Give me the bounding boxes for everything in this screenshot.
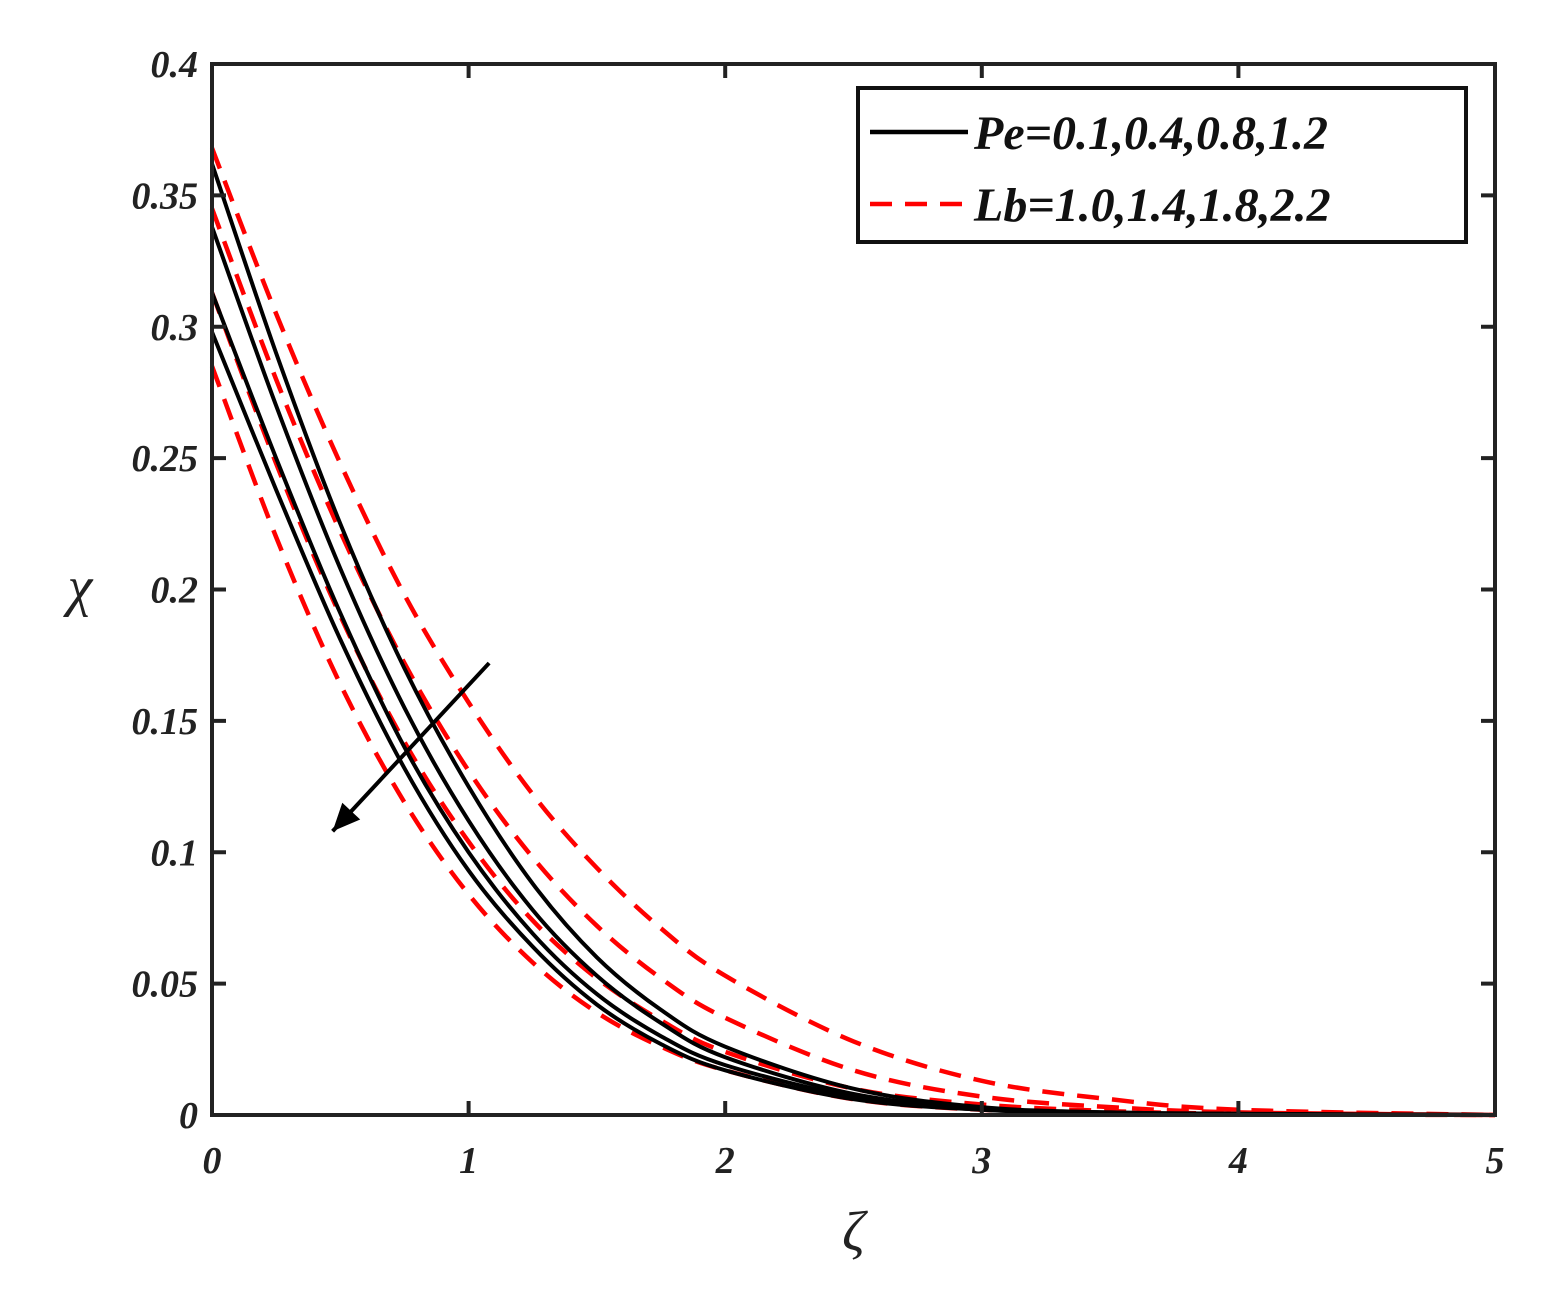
y-tick-label: 0.15 xyxy=(132,701,199,743)
y-tick-label: 0.2 xyxy=(151,570,199,612)
x-tick-label: 5 xyxy=(1486,1140,1505,1182)
x-tick-label: 4 xyxy=(1228,1140,1248,1182)
arrow-head xyxy=(332,802,361,832)
legend-box xyxy=(856,86,1468,244)
y-tick-label: 0.05 xyxy=(132,964,199,1006)
x-axis-label: ζ xyxy=(842,1201,868,1263)
series-line-lb-1 xyxy=(209,147,1496,1118)
y-axis-label: χ xyxy=(63,556,94,618)
y-tick-label: 0.35 xyxy=(132,175,199,217)
annotation-arrow xyxy=(331,661,491,833)
x-tick-label: 3 xyxy=(971,1140,991,1182)
tick-labels: 0 1 2 3 4 5 0 0.05 0.1 0.15 0.2 0.25 0.3 0.35 0.4 xyxy=(132,44,1505,1182)
legend-label-lb: Lb=1.0,1.4,1.8,2.2 xyxy=(973,179,1331,232)
y-tick-label: 0.3 xyxy=(151,307,199,349)
y-tick-label: 0.1 xyxy=(151,832,199,874)
ticks xyxy=(210,62,1497,1117)
x-tick-label: 0 xyxy=(203,1140,222,1182)
x-tick-label: 2 xyxy=(715,1140,735,1182)
y-tick-label: 0.4 xyxy=(151,44,199,86)
x-tick-label: 1 xyxy=(459,1140,478,1182)
legend: Pe=0.1,0.4,0.8,1.2 Lb=1.0,1.4,1.8,2.2 xyxy=(856,86,1468,244)
arrow-shaft xyxy=(331,661,491,833)
y-tick-label: 0.25 xyxy=(132,438,199,480)
legend-label-pe: Pe=0.1,0.4,0.8,1.2 xyxy=(973,107,1328,160)
y-tick-label: 0 xyxy=(179,1095,198,1137)
